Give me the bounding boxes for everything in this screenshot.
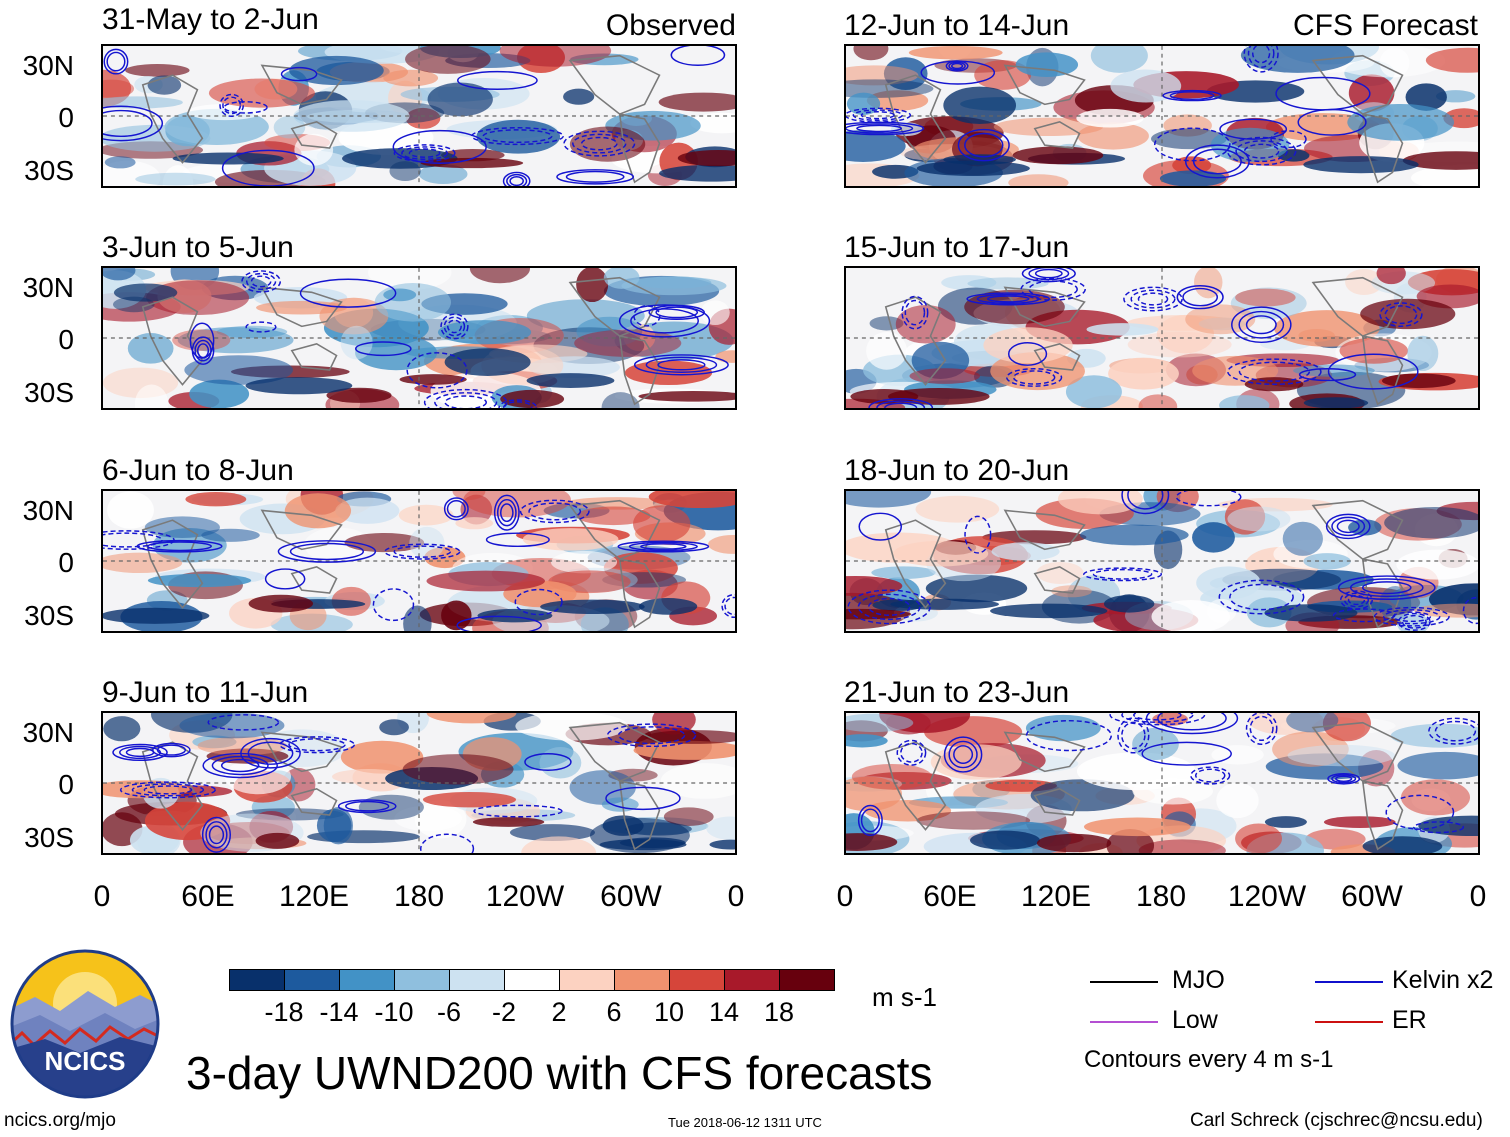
map-panel-observed-3 [101,489,737,633]
forecast-panel-title: 21-Jun to 23-Jun [844,676,1070,709]
lon-label: 180 [1135,880,1187,913]
colorbar-tick-label: -2 [491,997,516,1027]
legend-label-er: ER [1392,1006,1427,1034]
colorbar-swatch [559,969,615,991]
lat-label: 30N [22,717,74,748]
map-panel-forecast-1 [844,44,1480,188]
lat-label: 0 [58,769,74,800]
lat-label: 30N [22,495,74,526]
colorbar-swatch [339,969,395,991]
lon-label: 0 [727,880,745,913]
lon-label: 180 [393,880,445,913]
lat-label: 30S [24,600,74,631]
colorbar-tick-label: 10 [653,997,685,1027]
map-panel-forecast-3 [844,489,1480,633]
colorbar-tick-label: -10 [374,997,414,1027]
legend-label-kelvin: Kelvin x2 [1392,966,1494,994]
forecast-panel-title: 12-Jun to 14-Jun [844,9,1070,42]
colorbar-tick-label: 2 [551,997,567,1027]
legend-label-low: Low [1172,1006,1218,1034]
observed-panel-title: 31-May to 2-Jun [102,3,319,36]
colorbar-tick-label: 18 [763,997,795,1027]
lon-label: 0 [1469,880,1487,913]
legend-line-kelvin [1315,981,1383,983]
observed-panel-title: 9-Jun to 11-Jun [102,676,309,709]
main-title: 3-day UWND200 with CFS forecasts [186,1047,933,1099]
lon-label: 120W [485,880,565,913]
legend-line-er [1315,1021,1383,1023]
colorbar-swatch [449,969,505,991]
footer-timestamp: Tue 2018-06-12 1311 UTC [668,1115,822,1130]
colorbar-swatch [724,969,780,991]
footer-url[interactable]: ncics.org/mjo [4,1110,116,1131]
lon-label: 60W [1341,880,1403,913]
lon-label: 60W [600,880,662,913]
map-panel-forecast-4 [844,711,1480,855]
observed-header: Observed [605,9,736,42]
lon-label: 0 [93,880,111,913]
lat-label: 30S [24,822,74,853]
map-panel-observed-2 [101,266,737,410]
contours-note: Contours every 4 m s-1 [1084,1046,1334,1073]
forecast-panel-title: 18-Jun to 20-Jun [844,454,1070,487]
lon-label: 60E [923,880,977,913]
colorbar-tick-label: 14 [708,997,740,1027]
colorbar-tick-label: 6 [606,997,622,1027]
colorbar-swatch [504,969,560,991]
observed-panel-title: 3-Jun to 5-Jun [102,231,294,264]
lat-label: 0 [58,547,74,578]
map-panel-observed-4 [101,711,737,855]
colorbar-tick-label: -14 [319,997,359,1027]
lon-label: 120E [278,880,350,913]
forecast-panel-title: 15-Jun to 17-Jun [844,231,1070,264]
lon-label: 60E [181,880,235,913]
colorbar-swatch [614,969,670,991]
colorbar-tick-label: -18 [264,997,304,1027]
lat-label: 0 [58,324,74,355]
colorbar-swatch [284,969,340,991]
lat-label: 30S [24,155,74,186]
lon-label: 120E [1020,880,1092,913]
observed-panel-title: 6-Jun to 8-Jun [102,454,294,487]
colorbar-swatch [394,969,450,991]
lon-label: 0 [836,880,854,913]
legend-line-low [1090,1021,1158,1023]
colorbar-swatch [669,969,725,991]
footer-credit: Carl Schreck (cjschrec@ncsu.edu) [1190,1110,1483,1131]
ncics-logo: NCICS [10,949,160,1099]
colorbar-swatch [779,969,835,991]
colorbar-tick-label: -6 [436,997,461,1027]
logo-text: NCICS [45,1046,126,1076]
lat-label: 0 [58,102,74,133]
legend-label-mjo: MJO [1172,966,1225,994]
lat-label: 30S [24,377,74,408]
lat-label: 30N [22,272,74,303]
map-panel-forecast-2 [844,266,1480,410]
map-panel-observed-1 [101,44,737,188]
forecast-header: CFS Forecast [1292,9,1478,42]
lat-label: 30N [22,50,74,81]
lon-label: 120W [1227,880,1307,913]
colorbar-units: m s-1 [872,982,937,1012]
colorbar-swatch [229,969,285,991]
legend-line-mjo [1090,981,1158,983]
